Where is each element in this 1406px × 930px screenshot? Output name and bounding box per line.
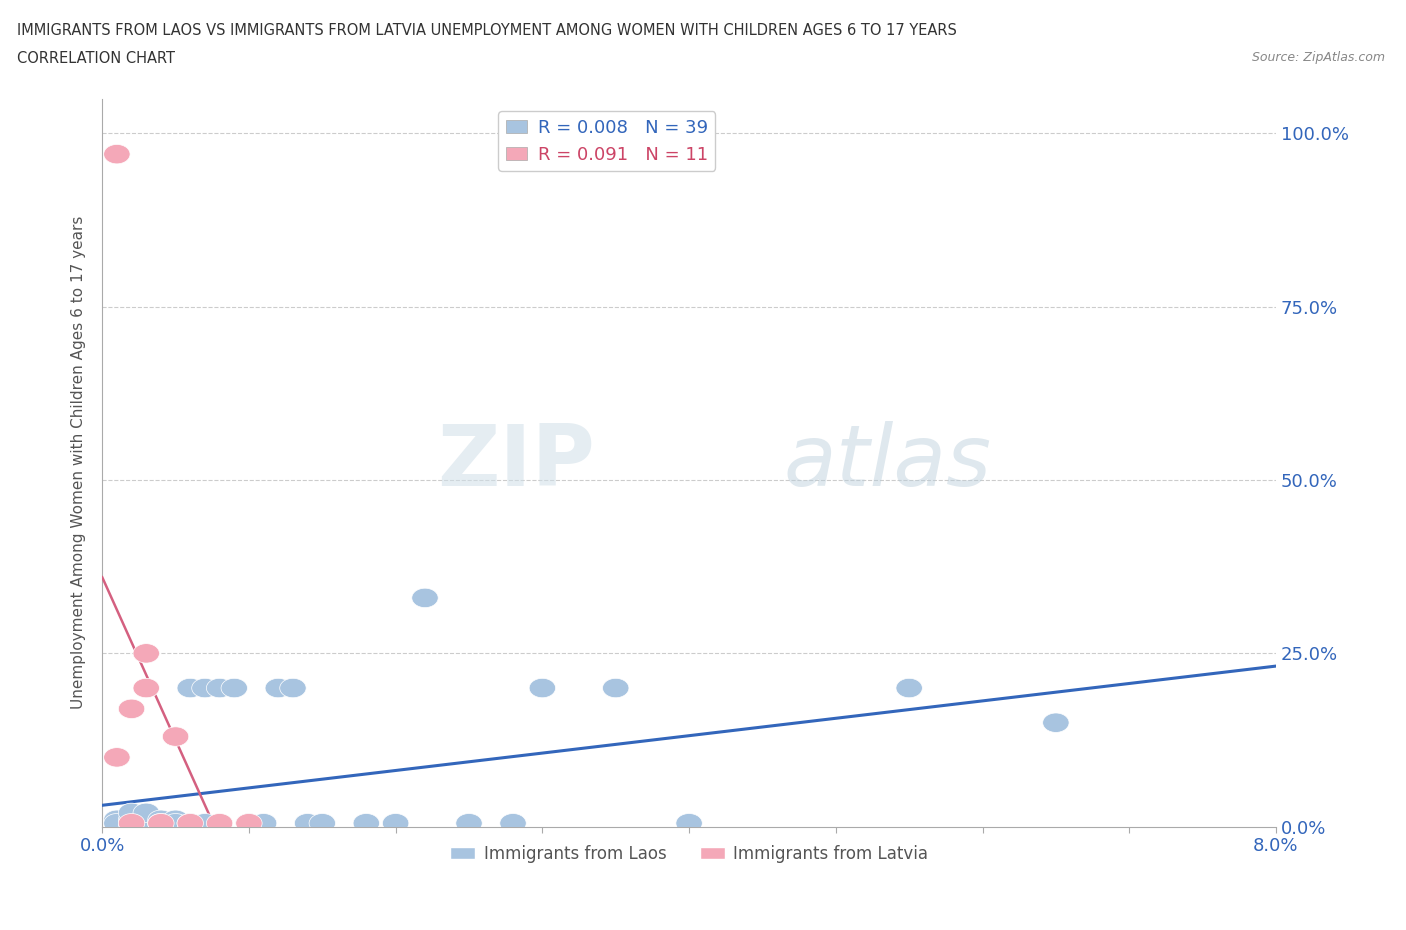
Ellipse shape	[207, 814, 233, 833]
Ellipse shape	[191, 678, 218, 698]
Ellipse shape	[412, 588, 439, 607]
Ellipse shape	[236, 814, 262, 833]
Ellipse shape	[162, 814, 188, 833]
Ellipse shape	[499, 814, 526, 833]
Ellipse shape	[118, 814, 145, 833]
Ellipse shape	[148, 810, 174, 830]
Ellipse shape	[134, 814, 159, 833]
Ellipse shape	[294, 814, 321, 833]
Legend: Immigrants from Laos, Immigrants from Latvia: Immigrants from Laos, Immigrants from La…	[443, 838, 935, 870]
Y-axis label: Unemployment Among Women with Children Ages 6 to 17 years: Unemployment Among Women with Children A…	[72, 216, 86, 710]
Text: Source: ZipAtlas.com: Source: ZipAtlas.com	[1251, 51, 1385, 64]
Ellipse shape	[162, 810, 188, 830]
Text: CORRELATION CHART: CORRELATION CHART	[17, 51, 174, 66]
Ellipse shape	[456, 814, 482, 833]
Ellipse shape	[118, 810, 145, 830]
Ellipse shape	[104, 814, 131, 833]
Ellipse shape	[603, 678, 628, 698]
Ellipse shape	[118, 804, 145, 822]
Ellipse shape	[104, 814, 131, 833]
Ellipse shape	[118, 814, 145, 833]
Ellipse shape	[118, 814, 145, 833]
Ellipse shape	[134, 810, 159, 830]
Ellipse shape	[266, 678, 291, 698]
Ellipse shape	[134, 804, 159, 822]
Ellipse shape	[309, 814, 336, 833]
Ellipse shape	[134, 644, 159, 663]
Ellipse shape	[177, 678, 204, 698]
Ellipse shape	[104, 144, 131, 164]
Ellipse shape	[896, 678, 922, 698]
Text: IMMIGRANTS FROM LAOS VS IMMIGRANTS FROM LATVIA UNEMPLOYMENT AMONG WOMEN WITH CHI: IMMIGRANTS FROM LAOS VS IMMIGRANTS FROM …	[17, 23, 956, 38]
Ellipse shape	[1043, 713, 1069, 733]
Ellipse shape	[177, 814, 204, 833]
Ellipse shape	[148, 814, 174, 833]
Ellipse shape	[529, 678, 555, 698]
Ellipse shape	[104, 810, 131, 830]
Ellipse shape	[280, 678, 307, 698]
Text: ZIP: ZIP	[437, 421, 595, 504]
Ellipse shape	[134, 814, 159, 833]
Ellipse shape	[118, 699, 145, 719]
Ellipse shape	[382, 814, 409, 833]
Ellipse shape	[134, 678, 159, 698]
Ellipse shape	[177, 814, 204, 833]
Ellipse shape	[148, 814, 174, 833]
Ellipse shape	[676, 814, 702, 833]
Ellipse shape	[191, 814, 218, 833]
Text: atlas: atlas	[783, 421, 991, 504]
Ellipse shape	[207, 678, 233, 698]
Ellipse shape	[162, 814, 188, 833]
Ellipse shape	[221, 678, 247, 698]
Ellipse shape	[250, 814, 277, 833]
Ellipse shape	[162, 727, 188, 746]
Ellipse shape	[104, 748, 131, 767]
Ellipse shape	[353, 814, 380, 833]
Ellipse shape	[148, 814, 174, 833]
Ellipse shape	[236, 814, 262, 833]
